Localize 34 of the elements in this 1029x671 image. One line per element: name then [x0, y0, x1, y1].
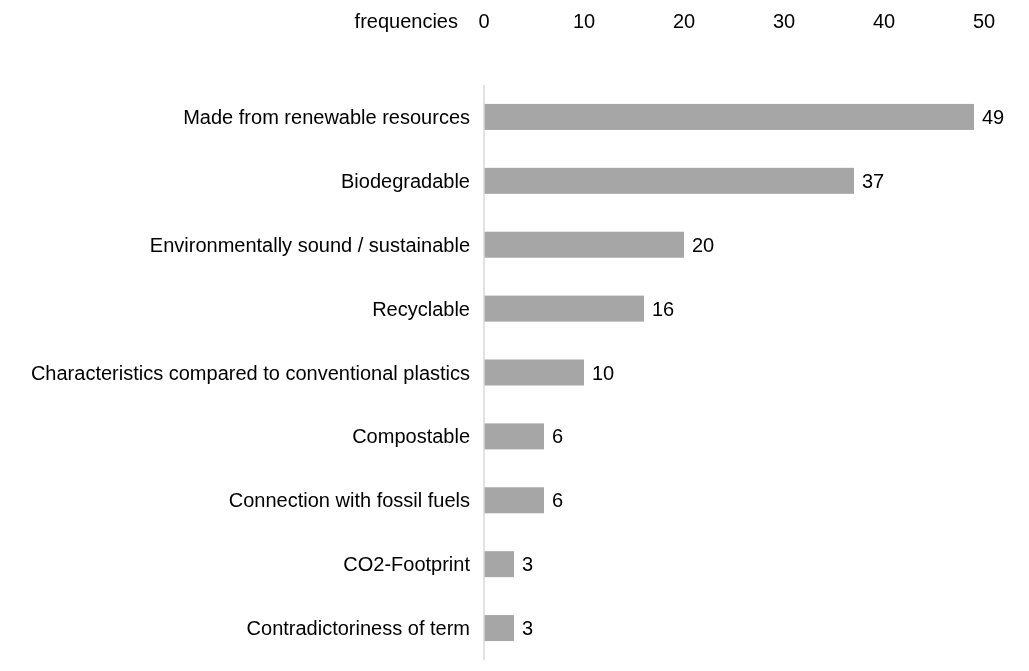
bar — [484, 551, 514, 578]
x-tick-label: 30 — [772, 10, 796, 32]
bar — [484, 487, 544, 514]
y-tick-label: CO2-Footprint — [343, 553, 471, 576]
data-label: 3 — [522, 617, 534, 640]
data-label: 6 — [552, 425, 564, 448]
data-label: 3 — [522, 553, 534, 576]
bar — [484, 295, 644, 322]
y-tick-label: Biodegradable — [341, 169, 470, 192]
data-label: 20 — [692, 233, 715, 256]
y-tick-label: Connection with fossil fuels — [228, 489, 470, 512]
x-tick-label: 50 — [972, 10, 996, 32]
bar — [484, 103, 974, 130]
bar — [484, 231, 684, 258]
y-tick-label: Environmentally sound / sustainable — [149, 233, 470, 256]
data-label: 6 — [552, 489, 564, 512]
y-tick-label: Contradictoriness of term — [246, 617, 470, 640]
bar — [484, 167, 854, 194]
y-tick-label: Recyclable — [372, 297, 470, 320]
x-tick-label: 40 — [872, 10, 896, 32]
x-tick-label: 10 — [572, 10, 596, 32]
data-label: 16 — [652, 297, 675, 320]
bar — [484, 359, 584, 386]
data-label: 10 — [592, 361, 615, 384]
x-tick-label: 20 — [672, 10, 696, 32]
y-tick-label: Made from renewable resources — [183, 105, 470, 128]
y-tick-label: Characteristics compared to conventional plastics — [30, 361, 470, 384]
bar — [484, 615, 514, 642]
data-label: 37 — [862, 169, 885, 192]
x-tick-label: 0 — [478, 10, 490, 32]
y-tick-label: Compostable — [352, 425, 470, 448]
bar — [484, 423, 544, 450]
x-axis-title: frequencies — [354, 10, 458, 32]
data-label: 49 — [982, 105, 1005, 128]
